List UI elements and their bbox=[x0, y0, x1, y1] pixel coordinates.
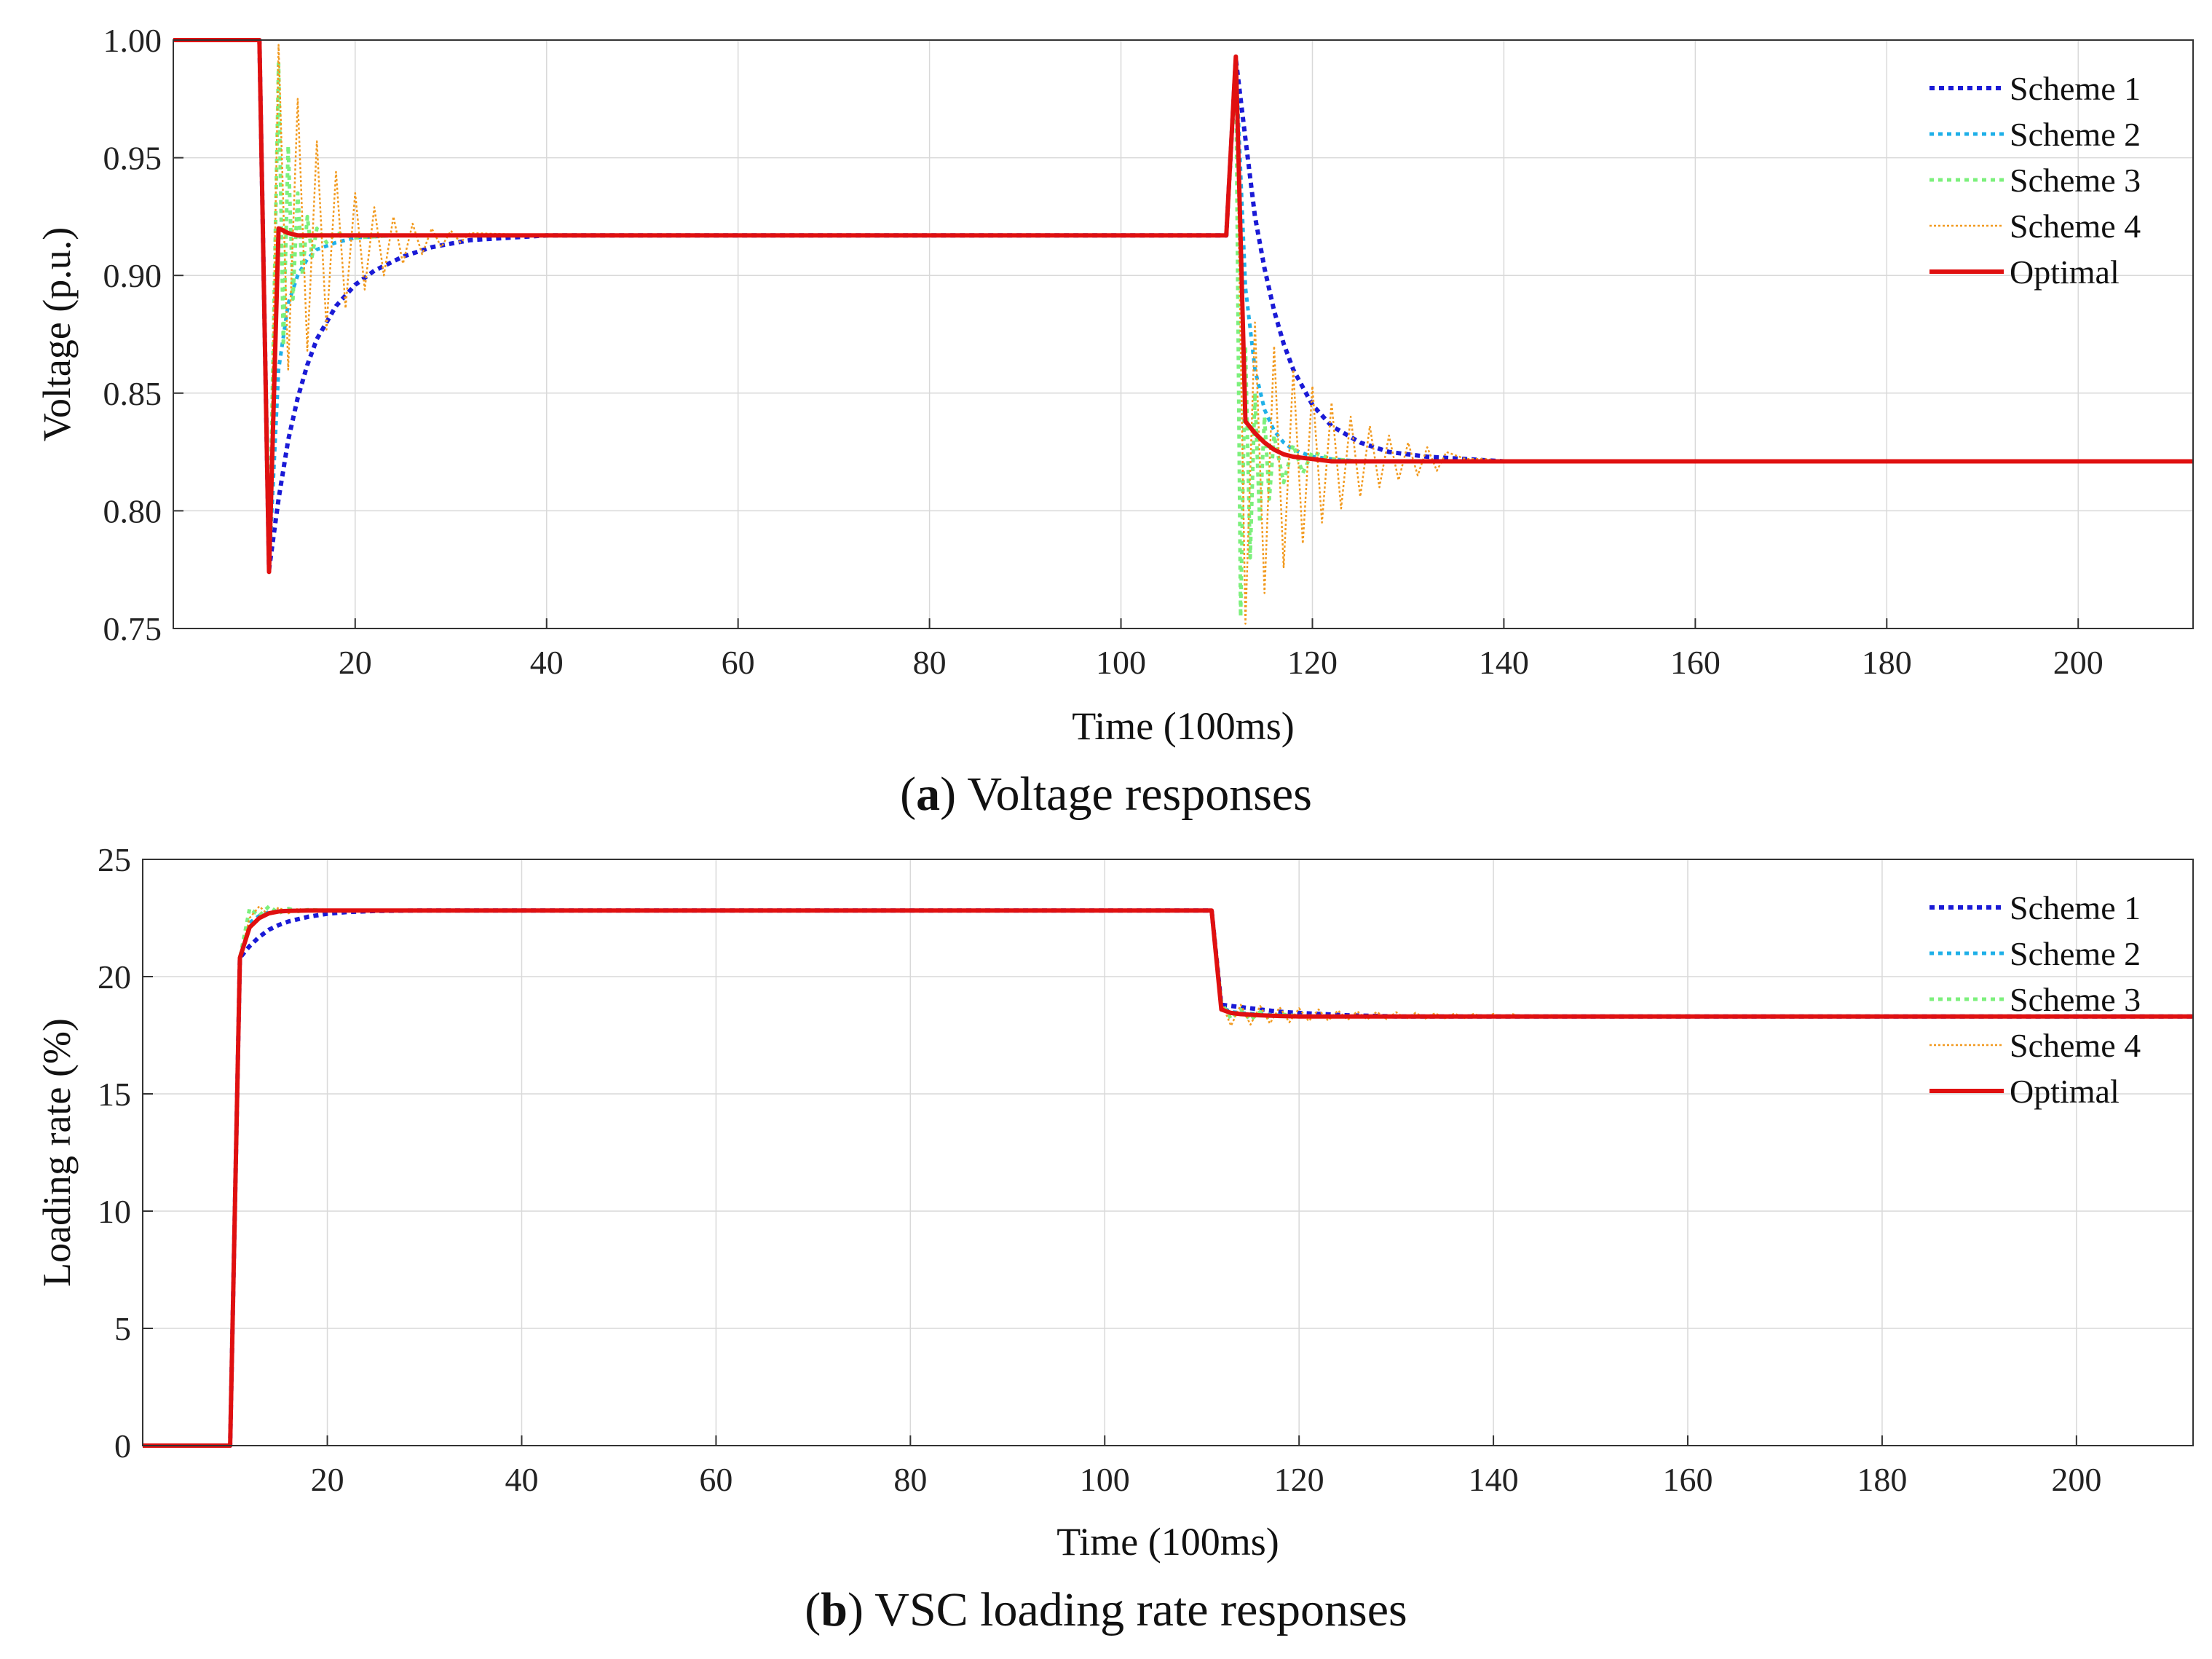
voltage-chart-caption: (a) Voltage responses bbox=[900, 768, 1312, 821]
voltage-chart-legend-label-optimal: Optimal bbox=[2010, 253, 2120, 291]
loading-rate-chart-series-scheme4 bbox=[143, 905, 2193, 1447]
voltage-chart-legend-label-scheme1: Scheme 1 bbox=[2010, 70, 2141, 107]
loading-rate-chart-frame bbox=[142, 859, 2194, 1446]
voltage-chart-y-tick-label: 0.90 bbox=[103, 257, 162, 294]
loading-rate-chart-grid bbox=[143, 859, 2193, 1446]
voltage-chart-panel: 20 40 60 80 100 120 140 160 180 200 0.75 0.80 0.85 0.… bbox=[35, 22, 2194, 821]
voltage-chart-y-tick-label: 1.00 bbox=[103, 22, 162, 59]
loading-rate-chart-x-tick-label: 140 bbox=[1469, 1461, 1519, 1498]
voltage-chart-legend: Scheme 1 Scheme 2 Scheme 3 Scheme 4 Optimal bbox=[1929, 70, 2141, 291]
voltage-chart-x-tick-label: 60 bbox=[722, 644, 755, 681]
voltage-chart-y-axis-label: Voltage (p.u.) bbox=[35, 227, 79, 441]
voltage-chart-series-optimal bbox=[173, 38, 2193, 575]
voltage-chart-series-scheme1 bbox=[173, 38, 2193, 572]
loading-rate-chart-series bbox=[143, 904, 2193, 1448]
voltage-chart-legend-label-scheme2: Scheme 2 bbox=[2010, 116, 2141, 153]
voltage-chart-y-tick-label: 0.75 bbox=[103, 610, 162, 647]
loading-rate-chart-series-scheme2 bbox=[143, 908, 2193, 1448]
loading-rate-chart-caption: (b) VSC loading rate responses bbox=[805, 1583, 1407, 1636]
loading-rate-chart-x-tick-label: 40 bbox=[505, 1461, 538, 1498]
voltage-chart-caption-text: Voltage responses bbox=[956, 768, 1312, 821]
loading-rate-chart-series-scheme3 bbox=[143, 904, 2193, 1448]
voltage-chart-legend-label-scheme3: Scheme 3 bbox=[2010, 162, 2141, 199]
voltage-chart-x-axis-label: Time (100ms) bbox=[1072, 704, 1295, 748]
loading-rate-chart-y-tick-label: 5 bbox=[114, 1310, 131, 1347]
voltage-chart-series-scheme2 bbox=[173, 38, 2193, 572]
loading-rate-chart-legend-label-scheme4: Scheme 4 bbox=[2010, 1027, 2141, 1064]
loading-rate-chart-legend: Scheme 1 Scheme 2 Scheme 3 Scheme 4 Optimal bbox=[1929, 889, 2141, 1110]
loading-rate-chart-legend-label-optimal: Optimal bbox=[2010, 1073, 2120, 1110]
loading-rate-chart-series-optimal bbox=[143, 908, 2193, 1448]
voltage-chart-grid bbox=[173, 39, 2193, 629]
loading-rate-chart-y-tick-label: 20 bbox=[98, 958, 131, 996]
voltage-chart-series-scheme3 bbox=[173, 38, 2193, 619]
loading-rate-chart-x-tick-label: 60 bbox=[699, 1461, 732, 1498]
loading-rate-chart-x-tick-label: 180 bbox=[1857, 1461, 1907, 1498]
loading-rate-chart-ticks: 20 40 60 80 100 120 140 160 180 200 0 5 10 15 20 25 bbox=[98, 841, 2101, 1498]
voltage-chart-ticks: 20 40 60 80 100 120 140 160 180 200 0.75 0.80 0.85 0.… bbox=[103, 22, 2104, 681]
loading-rate-chart-x-tick-label: 100 bbox=[1080, 1461, 1130, 1498]
loading-rate-chart-y-tick-label: 25 bbox=[98, 841, 131, 878]
voltage-chart-y-tick-label: 0.80 bbox=[103, 492, 162, 529]
loading-rate-chart-panel: 20 40 60 80 100 120 140 160 180 200 0 5 10 15 20 25 Tim… bbox=[35, 841, 2194, 1636]
loading-rate-chart-x-axis-label: Time (100ms) bbox=[1056, 1520, 1279, 1564]
loading-rate-chart-legend-label-scheme1: Scheme 1 bbox=[2010, 889, 2141, 926]
loading-rate-chart-x-tick-label: 200 bbox=[2051, 1461, 2101, 1498]
voltage-chart-series bbox=[173, 38, 2193, 625]
voltage-chart-y-tick-label: 0.85 bbox=[103, 375, 162, 412]
voltage-chart-x-tick-label: 160 bbox=[1670, 644, 1721, 681]
voltage-chart-x-tick-label: 140 bbox=[1479, 644, 1529, 681]
loading-rate-chart-x-tick-label: 160 bbox=[1663, 1461, 1713, 1498]
loading-rate-chart-series-scheme1 bbox=[143, 908, 2193, 1448]
loading-rate-chart-x-tick-label: 80 bbox=[893, 1461, 927, 1498]
voltage-chart-x-tick-label: 40 bbox=[530, 644, 564, 681]
voltage-chart-x-tick-label: 180 bbox=[1862, 644, 1912, 681]
voltage-chart-x-tick-label: 80 bbox=[913, 644, 947, 681]
loading-rate-chart-caption-letter: b bbox=[821, 1583, 848, 1636]
loading-rate-chart-caption-text: VSC loading rate responses bbox=[864, 1583, 1407, 1636]
loading-rate-chart-x-tick-label: 120 bbox=[1274, 1461, 1324, 1498]
loading-rate-chart-y-tick-label: 15 bbox=[98, 1076, 131, 1113]
voltage-chart-x-tick-label: 100 bbox=[1096, 644, 1146, 681]
loading-rate-chart-y-tick-label: 10 bbox=[98, 1193, 131, 1230]
voltage-chart-x-tick-label: 120 bbox=[1287, 644, 1338, 681]
loading-rate-chart-x-tick-label: 20 bbox=[311, 1461, 344, 1498]
loading-rate-chart-legend-label-scheme3: Scheme 3 bbox=[2010, 981, 2141, 1018]
voltage-chart-caption-letter: a bbox=[916, 768, 940, 821]
voltage-chart-x-tick-label: 200 bbox=[2053, 644, 2104, 681]
voltage-chart-y-tick-label: 0.95 bbox=[103, 140, 162, 177]
voltage-chart-legend-label-scheme4: Scheme 4 bbox=[2010, 208, 2141, 245]
voltage-chart-x-tick-label: 20 bbox=[339, 644, 372, 681]
loading-rate-chart-y-axis-label: Loading rate (%) bbox=[35, 1018, 79, 1287]
loading-rate-chart-y-tick-label: 0 bbox=[114, 1427, 131, 1465]
loading-rate-chart-legend-label-scheme2: Scheme 2 bbox=[2010, 935, 2141, 972]
voltage-chart-series-scheme4 bbox=[173, 39, 2193, 625]
voltage-chart-frame bbox=[173, 39, 2194, 629]
